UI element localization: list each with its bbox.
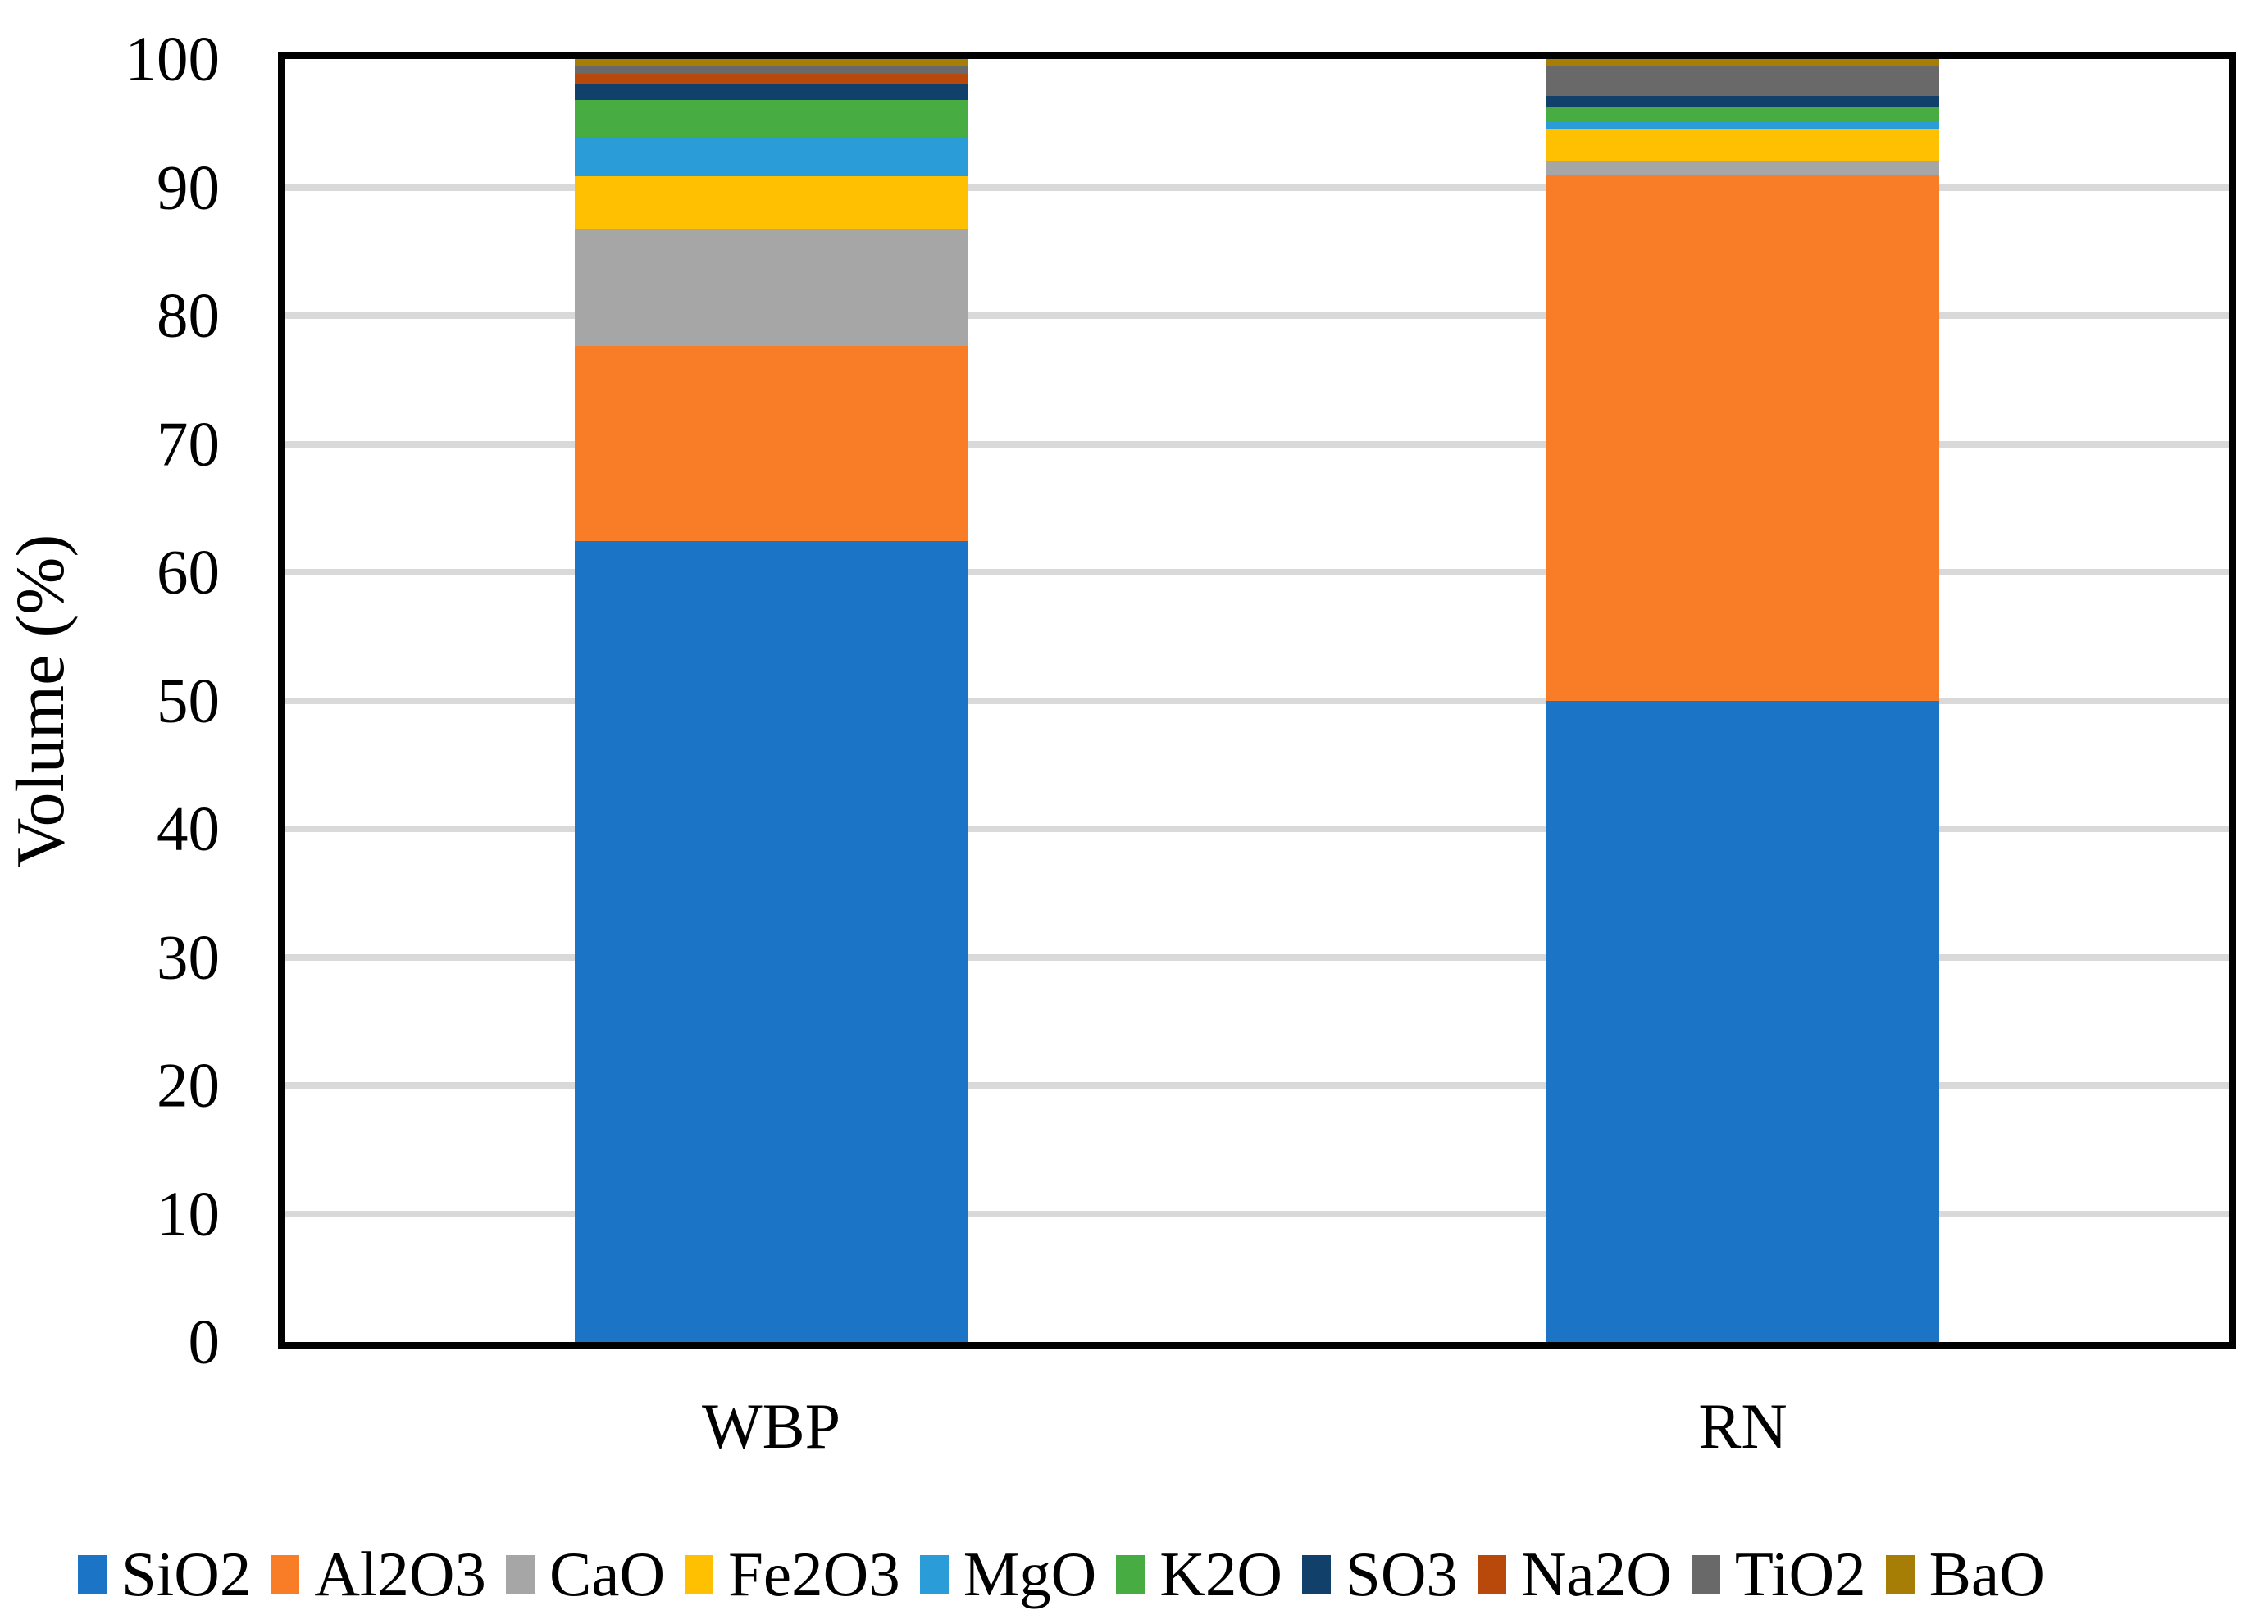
segment-CaO-RN	[1546, 161, 1939, 175]
segment-BaO-RN	[1546, 59, 1939, 66]
y-tick-label-80: 80	[157, 280, 220, 351]
legend-label-Na2O: Na2O	[1520, 1539, 1672, 1609]
legend-label-K2O: K2O	[1159, 1539, 1282, 1609]
legend-swatch-MgO	[919, 1554, 949, 1594]
gridline-40	[285, 826, 2229, 832]
legend-swatch-K2O	[1116, 1554, 1145, 1594]
legend: SiO2 Al2O3 CaO Fe2O3 MgO K2O SO3 Na2O TiO2 BaO	[78, 1543, 2235, 1606]
legend-swatch-Na2O	[1477, 1554, 1506, 1594]
legend-item-K2O: K2O	[1116, 1543, 1282, 1606]
y-tick-label-10: 10	[157, 1178, 220, 1249]
legend-swatch-SO3	[1302, 1554, 1331, 1594]
legend-label-CaO: CaO	[549, 1539, 666, 1609]
gridline-90	[285, 184, 2229, 191]
gridline-60	[285, 569, 2229, 575]
segment-MgO-RN	[1546, 121, 1939, 129]
legend-label-MgO: MgO	[963, 1539, 1097, 1609]
y-tick-label-50: 50	[157, 665, 220, 735]
legend-swatch-CaO	[505, 1554, 535, 1594]
gridline-30	[285, 953, 2229, 961]
bar-WBP	[575, 59, 968, 1342]
gridline-20	[285, 1082, 2229, 1089]
legend-item-TiO2: TiO2	[1691, 1539, 1866, 1609]
segment-K2O-WBP	[575, 100, 968, 137]
legend-swatch-SiO2	[78, 1554, 107, 1594]
bar-RN	[1546, 59, 1939, 1342]
legend-item-CaO: CaO	[505, 1539, 666, 1609]
segment-Al2O3-RN	[1546, 174, 1939, 701]
x-category-label-RN: RN	[1698, 1390, 1788, 1462]
legend-item-BaO: BaO	[1885, 1539, 2045, 1609]
segment-Fe2O3-WBP	[575, 176, 968, 230]
y-tick-label-40: 40	[157, 793, 220, 864]
y-tick-label-100: 100	[125, 23, 221, 94]
segment-CaO-WBP	[575, 229, 968, 346]
y-tick-label-30: 30	[157, 921, 220, 992]
legend-item-Na2O: Na2O	[1477, 1539, 1672, 1609]
gridline-80	[285, 312, 2229, 319]
legend-swatch-TiO2	[1691, 1554, 1720, 1594]
legend-item-Al2O3: Al2O3	[271, 1543, 486, 1606]
legend-item-SO3: SO3	[1302, 1543, 1458, 1606]
gridline-70	[285, 440, 2229, 448]
x-category-label-WBP: WBP	[701, 1390, 841, 1462]
legend-label-BaO: BaO	[1929, 1539, 2045, 1609]
legend-label-SO3: SO3	[1346, 1539, 1458, 1609]
y-tick-label-70: 70	[157, 408, 220, 479]
legend-label-Fe2O3: Fe2O3	[728, 1539, 900, 1609]
legend-label-SiO2: SiO2	[121, 1539, 252, 1609]
segment-Na2O-WBP	[575, 74, 968, 84]
segment-Al2O3-WBP	[575, 345, 968, 542]
segment-SiO2-WBP	[575, 541, 968, 1342]
legend-swatch-Fe2O3	[685, 1554, 714, 1594]
legend-swatch-BaO	[1885, 1554, 1915, 1594]
y-tick-label-20: 20	[157, 1049, 220, 1121]
segment-MgO-WBP	[575, 136, 968, 177]
segment-K2O-RN	[1546, 107, 1939, 121]
legend-label-TiO2: TiO2	[1734, 1539, 1866, 1609]
legend-swatch-Al2O3	[271, 1554, 300, 1594]
segment-BaO-WBP	[575, 59, 968, 67]
segment-TiO2-RN	[1546, 65, 1939, 97]
y-tick-label-60: 60	[157, 536, 220, 607]
legend-item-Fe2O3: Fe2O3	[685, 1543, 900, 1606]
gridline-50	[285, 697, 2229, 704]
segment-SiO2-RN	[1546, 700, 1939, 1342]
plot-area	[278, 52, 2236, 1349]
gridline-10	[285, 1210, 2229, 1217]
segment-SO3-WBP	[575, 83, 968, 101]
segment-SO3-RN	[1546, 96, 1939, 107]
y-tick-label-90: 90	[157, 152, 220, 222]
segment-Fe2O3-RN	[1546, 128, 1939, 162]
y-tick-label-0: 0	[188, 1306, 221, 1377]
segment-TiO2-WBP	[575, 66, 968, 75]
legend-item-MgO: MgO	[919, 1539, 1097, 1609]
legend-item-SiO2: SiO2	[78, 1543, 251, 1606]
legend-label-Al2O3: Al2O3	[314, 1539, 486, 1609]
